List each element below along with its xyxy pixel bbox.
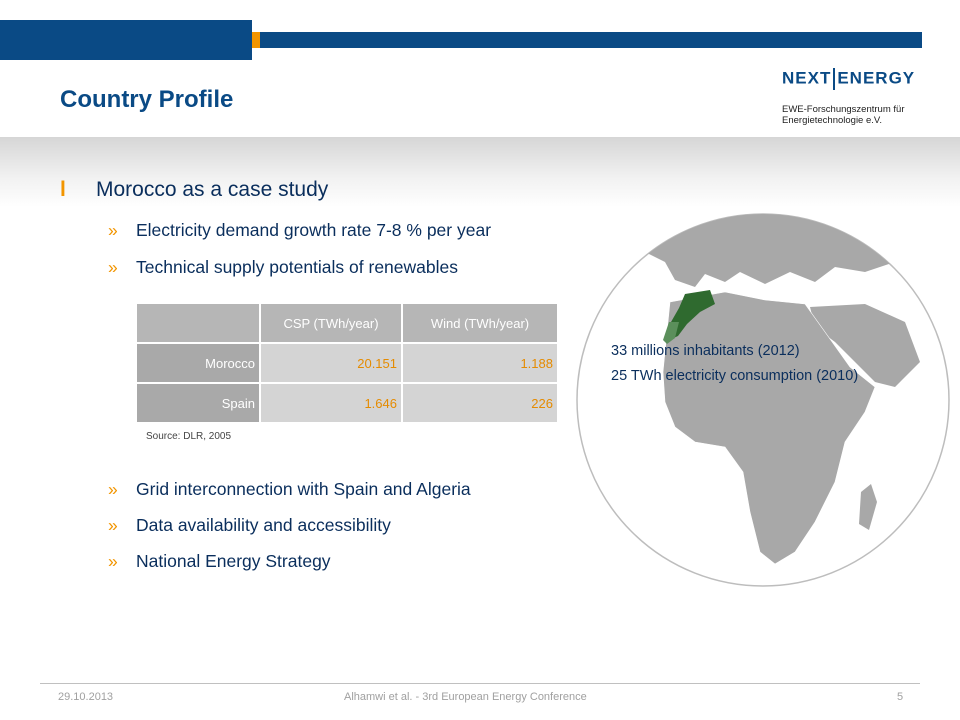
logo-wordmark: NEXT ENERGY	[782, 68, 915, 90]
header-bar-accent	[252, 32, 260, 48]
table-header-csp: CSP (TWh/year)	[261, 304, 401, 342]
table-cell-wind: 226	[403, 384, 557, 422]
table-cell-csp: 1.646	[261, 384, 401, 422]
globe-map	[576, 213, 950, 587]
map-note-population: 33 millions inhabitants (2012)	[611, 343, 800, 359]
table-cell-csp: 20.151	[261, 344, 401, 382]
map-note-consumption: 25 TWh electricity consumption (2010)	[611, 368, 859, 384]
sub-bullet-marker: »	[108, 515, 118, 535]
logo-subtitle-line1: EWE-Forschungszentrum für	[782, 104, 905, 115]
africa-landmass	[662, 291, 876, 565]
slide-title: Country Profile	[60, 86, 234, 113]
logo-subtitle: EWE-Forschungszentrum für Energietechnol…	[782, 104, 932, 126]
sub-bullet-marker: »	[108, 220, 118, 240]
table-cell-wind: 1.188	[403, 344, 557, 382]
sub-bullet-text: National Energy Strategy	[136, 551, 331, 571]
sub-bullet-text: Grid interconnection with Spain and Alge…	[136, 479, 471, 499]
arabia-landmass	[810, 304, 920, 387]
sub-bullet-text: Technical supply potentials of renewable…	[136, 257, 458, 277]
globe-land	[630, 214, 920, 565]
table-header-row: CSP (TWh/year) Wind (TWh/year)	[137, 304, 557, 342]
renewables-table: CSP (TWh/year) Wind (TWh/year) Morocco 2…	[135, 302, 559, 424]
sub-bullet: » Grid interconnection with Spain and Alg…	[108, 479, 471, 500]
sub-bullet-marker: »	[108, 551, 118, 571]
footer-date: 29.10.2013	[58, 691, 114, 703]
table-row-country: Morocco	[137, 344, 259, 382]
morocco-highlight	[669, 290, 715, 340]
table-row: Morocco 20.151 1.188	[137, 344, 557, 382]
header-bar-right	[260, 32, 922, 48]
europe-landmass	[630, 214, 905, 287]
madagascar-landmass	[859, 484, 877, 530]
table-corner-cell	[137, 304, 259, 342]
footer-citation: Alhamwi et al. - 3rd European Energy Con…	[344, 691, 587, 703]
logo-name-left: NEXT	[782, 68, 832, 88]
table-source: Source: DLR, 2005	[146, 431, 232, 442]
nextenergy-logo: NEXT ENERGY EWE-Forschungszentrum für Ene…	[782, 68, 922, 130]
sub-bullet-text: Data availability and accessibility	[136, 515, 391, 535]
table-row-country: Spain	[137, 384, 259, 422]
header-bar-left	[0, 20, 252, 60]
logo-separator	[833, 68, 836, 90]
sub-bullet-marker: »	[108, 479, 118, 499]
main-bullet-text: Morocco as a case study	[96, 178, 329, 201]
sub-bullet: » Technical supply potentials of renewabl…	[108, 257, 458, 278]
western-sahara-hatched	[663, 322, 679, 344]
sub-bullet-marker: »	[108, 257, 118, 277]
gradient-band	[0, 137, 960, 207]
table-row: Spain 1.646 226	[137, 384, 557, 422]
main-bullet: l Morocco as a case study	[60, 178, 328, 202]
sub-bullet: » Electricity demand growth rate 7-8 % pe…	[108, 220, 491, 241]
sub-bullet: » National Energy Strategy	[108, 551, 331, 572]
sub-bullet: » Data availability and accessibility	[108, 515, 391, 536]
logo-name-right: ENERGY	[837, 68, 916, 88]
logo-subtitle-line2: Energietechnologie e.V.	[782, 115, 883, 126]
footer-page-number: 5	[897, 691, 904, 703]
sub-bullet-text: Electricity demand growth rate 7-8 % per…	[136, 220, 492, 240]
footer-divider	[40, 683, 920, 684]
main-bullet-marker: l	[60, 178, 66, 201]
table-header-wind: Wind (TWh/year)	[403, 304, 557, 342]
